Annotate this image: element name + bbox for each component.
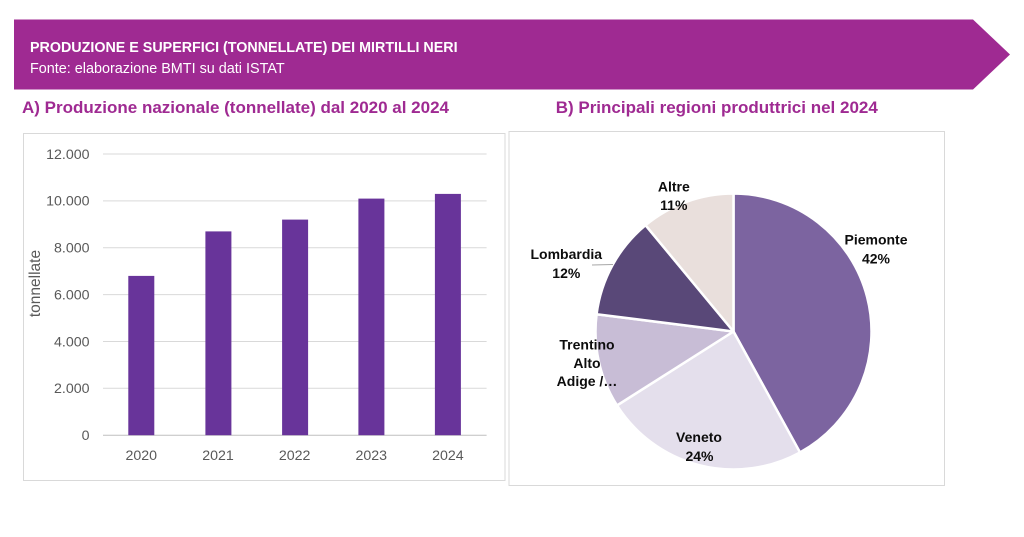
- svg-text:8.000: 8.000: [54, 241, 90, 257]
- svg-text:Adige /…: Adige /…: [557, 373, 618, 389]
- svg-text:2.000: 2.000: [54, 381, 90, 397]
- svg-text:2023: 2023: [356, 448, 388, 464]
- svg-text:A) Produzione nazionale (tonne: A) Produzione nazionale (tonnellate) dal…: [22, 98, 450, 117]
- svg-text:Alto: Alto: [573, 355, 600, 371]
- svg-text:24%: 24%: [685, 448, 714, 464]
- svg-text:Piemonte: Piemonte: [844, 232, 907, 248]
- svg-text:12%: 12%: [552, 265, 581, 281]
- svg-text:PRODUZIONE E SUPERFICI (TONNEL: PRODUZIONE E SUPERFICI (TONNELLATE) DEI …: [30, 40, 458, 56]
- svg-text:Trentino: Trentino: [559, 337, 614, 353]
- svg-text:Lombardia: Lombardia: [531, 246, 603, 262]
- svg-text:6.000: 6.000: [54, 287, 90, 303]
- svg-text:11%: 11%: [660, 197, 688, 213]
- svg-text:tonnellate: tonnellate: [27, 250, 44, 317]
- svg-text:12.000: 12.000: [46, 147, 90, 163]
- svg-text:B) Principali regioni produttr: B) Principali regioni produttrici nel 20…: [556, 98, 879, 117]
- svg-text:2022: 2022: [279, 448, 311, 464]
- svg-text:4.000: 4.000: [54, 334, 90, 350]
- svg-text:Fonte: elaborazione BMTI su da: Fonte: elaborazione BMTI su dati ISTAT: [30, 61, 285, 77]
- svg-text:10.000: 10.000: [46, 194, 90, 210]
- svg-text:2020: 2020: [126, 448, 158, 464]
- svg-text:Altre: Altre: [658, 178, 690, 194]
- svg-text:2021: 2021: [202, 448, 234, 464]
- svg-text:42%: 42%: [862, 251, 891, 267]
- svg-text:0: 0: [82, 428, 90, 444]
- svg-text:2024: 2024: [432, 448, 464, 464]
- svg-text:Veneto: Veneto: [676, 429, 722, 445]
